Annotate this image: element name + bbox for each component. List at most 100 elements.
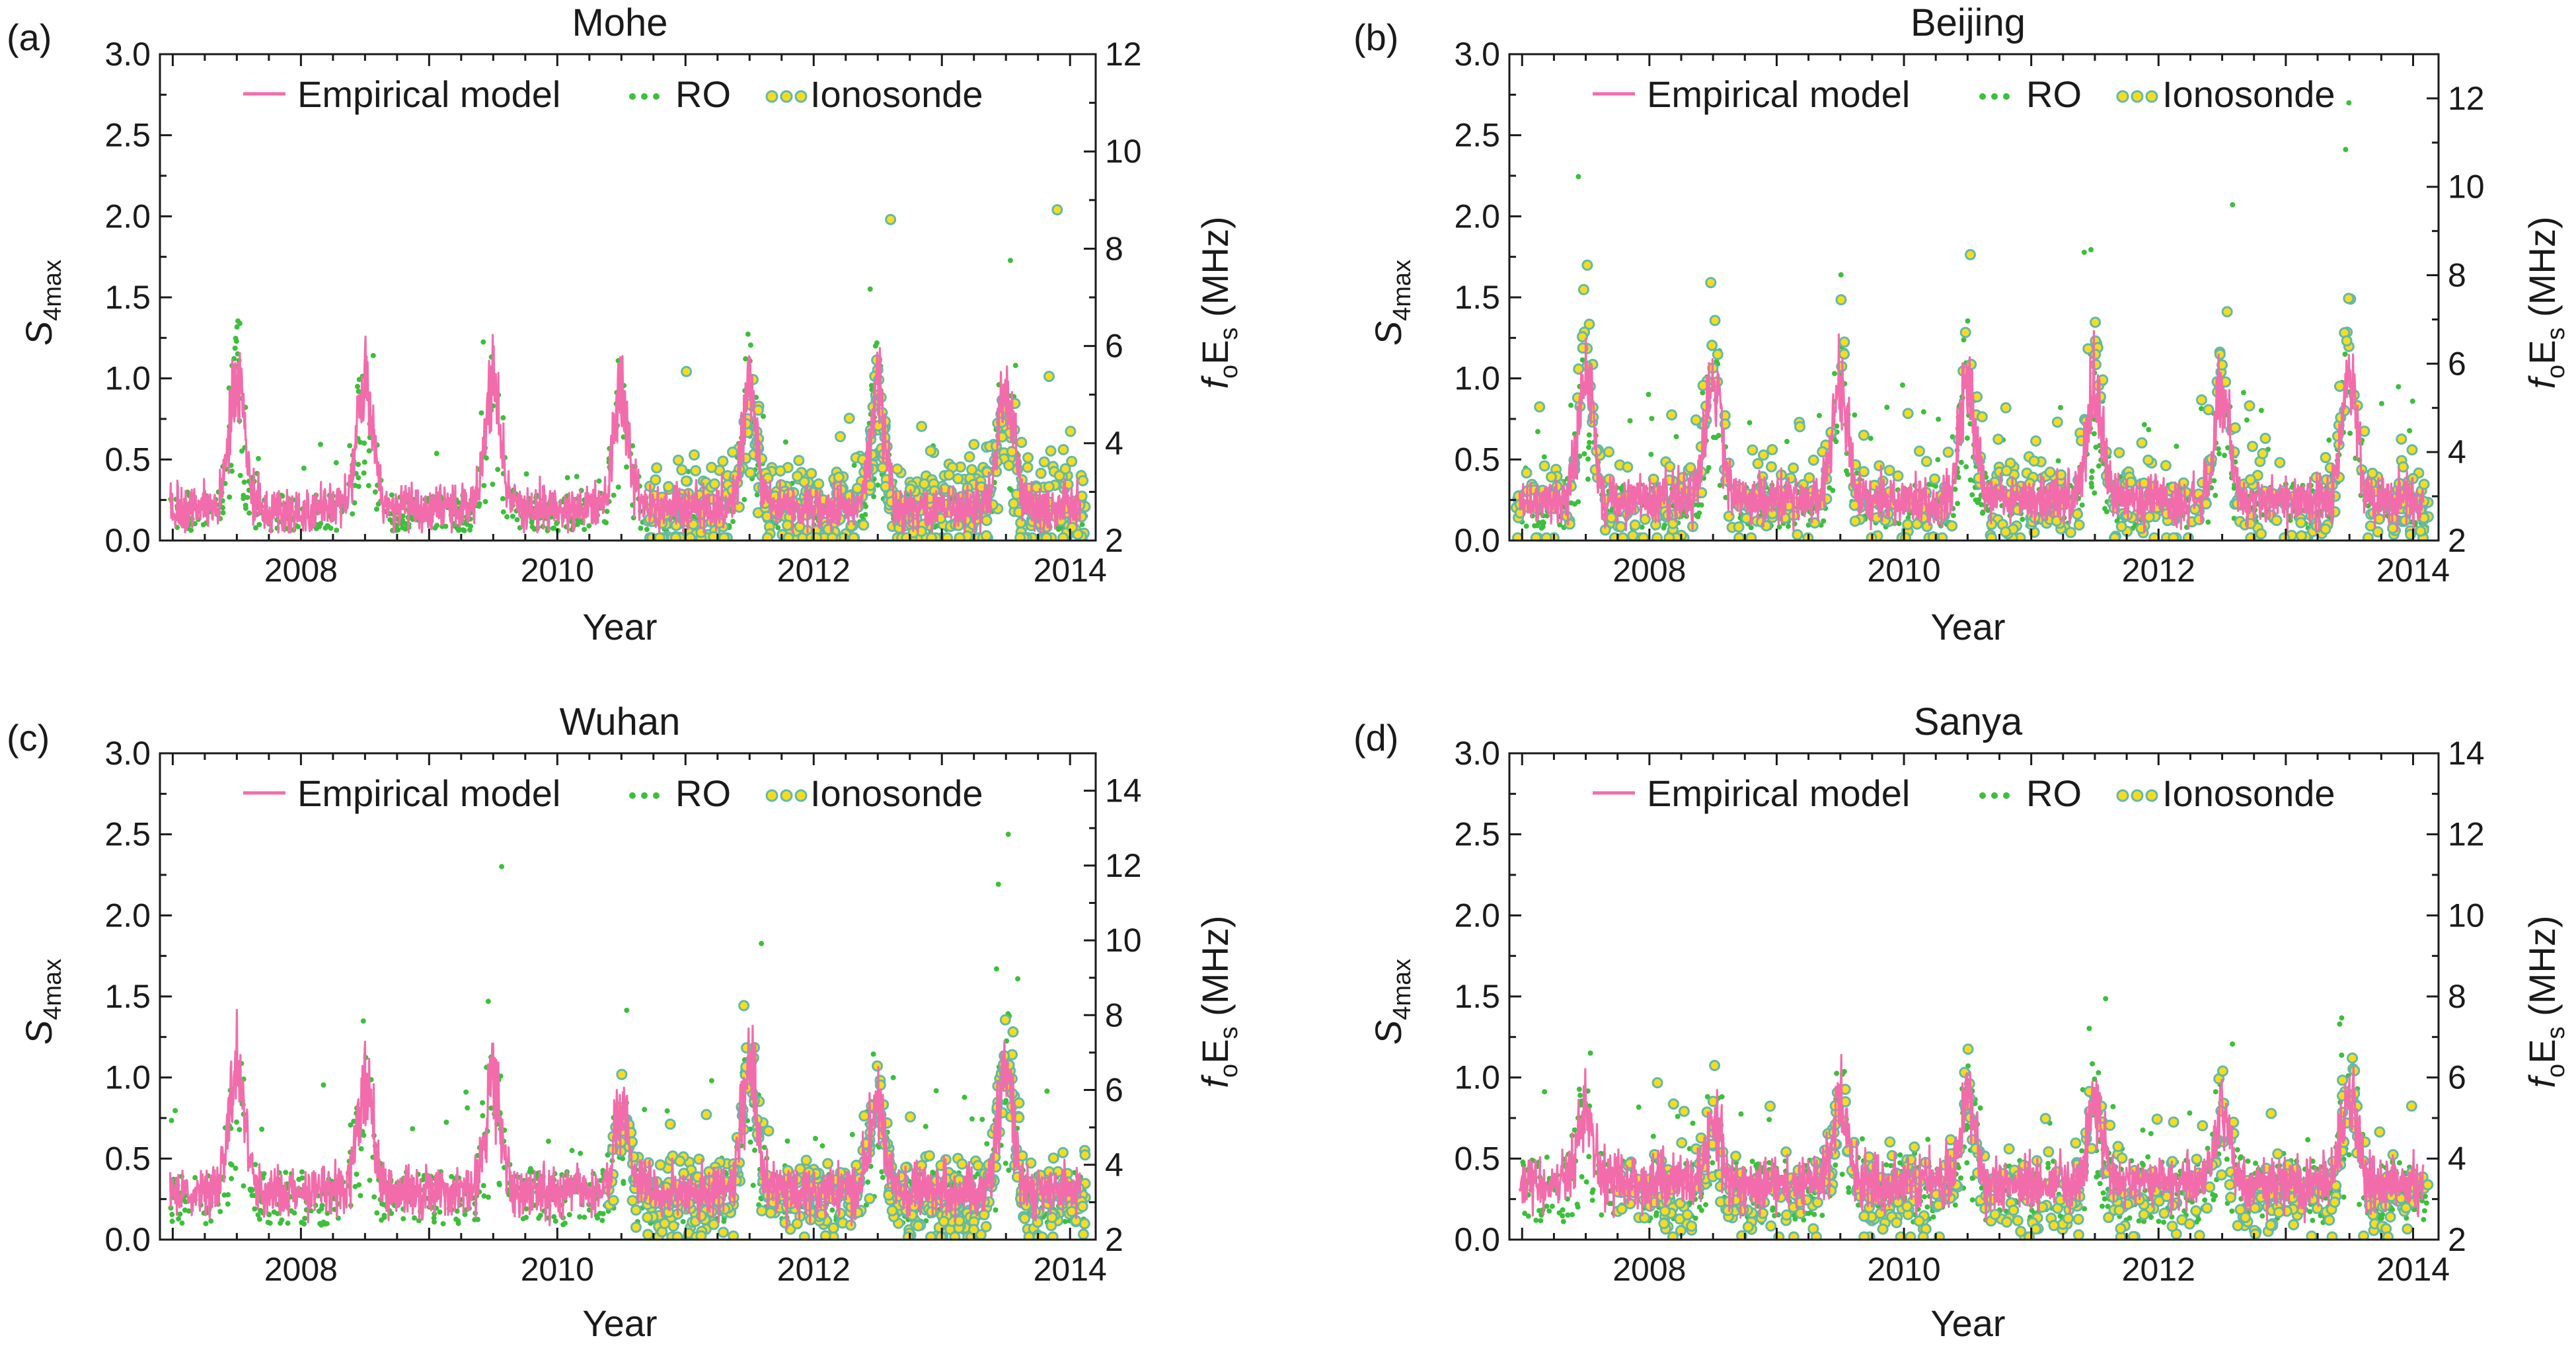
ro-point [229, 468, 235, 474]
ro-point [374, 506, 380, 512]
plot-area [168, 831, 1091, 1240]
ro-point [1538, 525, 1544, 531]
ionosonde-point [642, 1211, 654, 1223]
ionosonde-point [676, 464, 688, 476]
ro-point [560, 1222, 566, 1228]
ionosonde-point [1538, 460, 1550, 472]
ro-point [324, 523, 330, 529]
ro-point [1006, 486, 1012, 492]
ionosonde-point [1709, 315, 1721, 326]
ro-point [172, 1107, 178, 1113]
ionosonde-point [2259, 432, 2271, 444]
ro-point [875, 482, 881, 488]
ro-point [249, 1193, 255, 1199]
ionosonde-point [2115, 521, 2127, 533]
x-tick-label: 2014 [2376, 552, 2450, 589]
ro-point [356, 377, 362, 383]
ro-point [237, 472, 243, 478]
ionosonde-point [1929, 473, 1941, 485]
ro-point [234, 1119, 240, 1125]
ro-point [551, 1214, 557, 1220]
ro-point [2305, 1137, 2311, 1142]
plot-area [1510, 100, 2434, 541]
ionosonde-point [2244, 400, 2255, 412]
ro-point [2079, 502, 2085, 508]
ionosonde-point [952, 472, 964, 484]
ionosonde-point [687, 519, 699, 531]
panel-mohe: (a) Mohe 2008 2010 2012 20140.00.51.01.52.0… [7, 1, 1243, 648]
y-tick-label: 0.5 [104, 1140, 151, 1177]
y-tick-label: 0.5 [1454, 441, 1500, 478]
ro-point [624, 1007, 630, 1013]
ionosonde-point [2214, 348, 2226, 360]
ionosonde-point [923, 1150, 935, 1162]
ionosonde-point [651, 462, 663, 474]
ro-point [624, 464, 630, 470]
ro-point [169, 1117, 174, 1123]
ro-point [545, 1139, 551, 1144]
ionosonde-point [2406, 444, 2418, 456]
ro-point [644, 527, 650, 533]
ionosonde-point [2343, 293, 2355, 305]
ionosonde-point [1835, 294, 1847, 306]
ionosonde-point [2180, 486, 2192, 498]
x-tick-label: 2012 [777, 552, 851, 589]
ro-point [179, 1220, 185, 1226]
ro-point [1969, 492, 1975, 498]
ionosonde-point [744, 467, 756, 478]
panel-label: (a) [7, 17, 52, 58]
y-tick-label: 2.5 [1454, 117, 1500, 154]
ro-point [2088, 480, 2094, 486]
ro-point [664, 1108, 670, 1114]
ro-point [365, 482, 371, 488]
legend-ro-swatch [629, 93, 660, 100]
ro-point [2409, 398, 2415, 404]
ionosonde-point [2028, 455, 2040, 467]
ro-point [1816, 412, 1822, 418]
ro-point [248, 1186, 254, 1192]
ro-point [578, 517, 584, 523]
x-axis-label: Year [582, 606, 657, 648]
ro-point [510, 513, 515, 519]
ro-point [437, 1209, 443, 1215]
ro-point [192, 1175, 198, 1181]
ionosonde-point [2367, 467, 2378, 479]
ionosonde-point [1534, 401, 1546, 413]
ro-point [482, 499, 488, 505]
ro-point [759, 940, 765, 946]
ro-point [1884, 404, 1890, 410]
panel-title: Beijing [1911, 1, 2026, 44]
y2-tick-label: 8 [1105, 996, 1123, 1033]
ionosonde-point [2295, 517, 2307, 529]
ionosonde-point [708, 1218, 720, 1230]
ionosonde-point [674, 1155, 686, 1167]
x-tick-label: 2010 [1867, 552, 1940, 589]
ro-point [2088, 246, 2094, 252]
ionosonde-point [2000, 465, 2012, 476]
ro-point [354, 1171, 360, 1177]
y2-tick-label: 12 [1105, 36, 1142, 73]
ro-point [642, 1107, 648, 1113]
ro-point [241, 479, 247, 485]
ro-point [1568, 402, 1574, 408]
ro-point [1786, 523, 1792, 529]
ro-point [1003, 1160, 1008, 1166]
ionosonde-point [858, 1110, 870, 1122]
plot-area [168, 204, 1091, 541]
ro-point [577, 1214, 583, 1220]
ro-point [1924, 1204, 1930, 1210]
y2-tick-label: 10 [1105, 133, 1142, 170]
ionosonde-point [1077, 1228, 1089, 1240]
legend-ro-label: RO [675, 73, 731, 115]
ionosonde-point [1022, 452, 1034, 464]
ionosonde-point [701, 1109, 712, 1121]
ro-point [356, 475, 361, 481]
ro-point [1964, 435, 1970, 441]
ionosonde-point [793, 455, 805, 467]
ionosonde-point [885, 213, 897, 225]
legend-ro-label: RO [2026, 73, 2082, 115]
ionosonde-point [1007, 1026, 1019, 1038]
legend: Empirical model RO Ionosonde [243, 772, 983, 814]
legend-ro-swatch [629, 792, 660, 799]
y2-tick-label: 14 [1105, 772, 1142, 809]
